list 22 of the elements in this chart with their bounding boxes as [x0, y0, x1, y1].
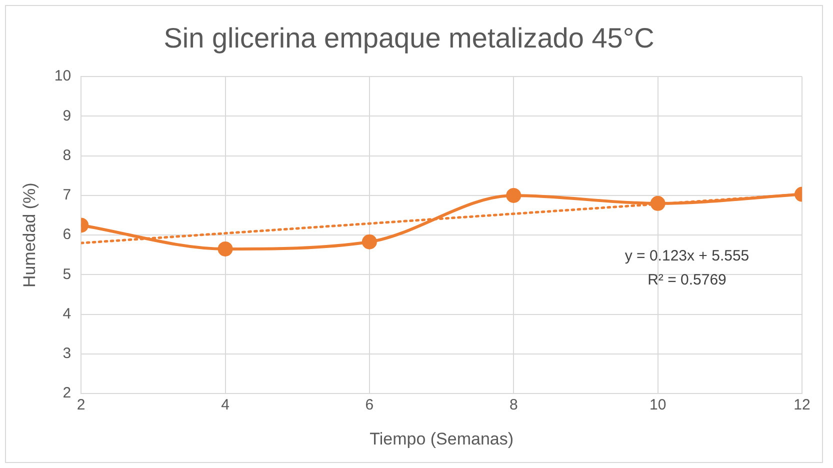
- y-tick-label: 3: [62, 345, 72, 362]
- y-tick-label: 4: [62, 305, 72, 322]
- x-tick-label: 6: [365, 396, 374, 414]
- point: [362, 234, 377, 250]
- x-tick-label: 8: [509, 396, 518, 414]
- y-tick-label: 9: [62, 107, 72, 124]
- annotation: y = 0.123x + 5.555: [624, 248, 750, 265]
- y-tick-label: 2: [62, 384, 72, 402]
- annotation: R² = 0.5769: [648, 272, 726, 289]
- y-tick-label: 8: [62, 146, 72, 164]
- y-tick-label: 7: [62, 186, 72, 204]
- y-tick-label: 6: [62, 226, 72, 244]
- y-tick-label: 5: [62, 266, 72, 283]
- x-tick-label: 10: [649, 396, 666, 414]
- chart-title: Sin glicerina empaque metalizado 45°C: [164, 22, 654, 54]
- point: [506, 188, 522, 203]
- y-axis-title: Humedad (%): [20, 182, 39, 288]
- x-tick-label: 4: [221, 396, 230, 414]
- x-axis-title: Tiempo (Semanas): [370, 429, 514, 448]
- x-tick-label: 2: [76, 396, 86, 414]
- x-tick-label: 12: [794, 396, 810, 414]
- y-tick-label: 10: [54, 68, 72, 85]
